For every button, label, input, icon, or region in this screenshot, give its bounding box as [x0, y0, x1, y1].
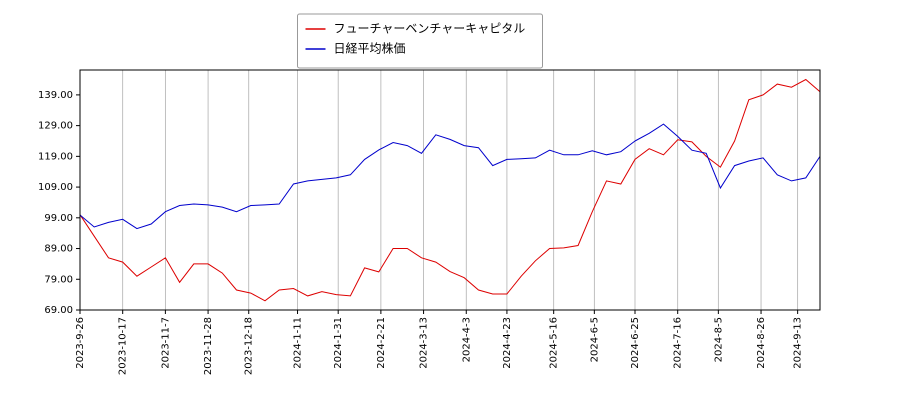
x-tick-label: 2024-1-31: [333, 317, 344, 369]
y-tick-label: 89.00: [44, 244, 73, 255]
y-tick-label: 119.00: [38, 151, 73, 162]
series-line: [79, 78, 821, 302]
x-tick-label: 2024-2-21: [376, 317, 387, 369]
x-tick-label: 2024-3-13: [419, 317, 430, 369]
legend-label: フューチャーベンチャーキャピタル: [334, 22, 526, 36]
x-tick-label: 2024-9-13: [793, 317, 804, 369]
x-tick-label: 2023-12-18: [244, 317, 255, 375]
series-line: [79, 123, 821, 230]
x-tick-label: 2024-8-5: [713, 317, 724, 362]
y-tick-label: 79.00: [44, 274, 73, 285]
x-tick-label: 2023-11-7: [160, 317, 171, 369]
y-tick-label: 69.00: [44, 305, 73, 316]
x-tick-label: 2024-7-16: [673, 317, 684, 369]
x-tick-label: 2023-11-28: [203, 317, 214, 375]
x-tick-label: 2024-4-23: [502, 317, 513, 369]
x-tick-label: 2024-4-3: [461, 317, 472, 362]
plot-frame: [79, 69, 821, 311]
x-tick-label: 2024-5-16: [549, 317, 560, 369]
x-tick-label: 2023-10-17: [118, 317, 129, 375]
x-tick-label: 2023-9-26: [75, 317, 86, 369]
x-tick-label: 2024-6-25: [630, 317, 641, 369]
x-tick-label: 2024-6-5: [589, 317, 600, 362]
x-tick-label: 2024-1-11: [293, 317, 304, 369]
y-tick-label: 109.00: [38, 182, 73, 193]
y-tick-label: 99.00: [44, 213, 73, 224]
x-tick-label: 2024-8-26: [756, 317, 767, 369]
y-tick-label: 139.00: [38, 90, 73, 101]
legend-box: [297, 13, 543, 69]
y-tick-label: 129.00: [38, 121, 73, 132]
legend-label: 日経平均株価: [334, 41, 406, 56]
